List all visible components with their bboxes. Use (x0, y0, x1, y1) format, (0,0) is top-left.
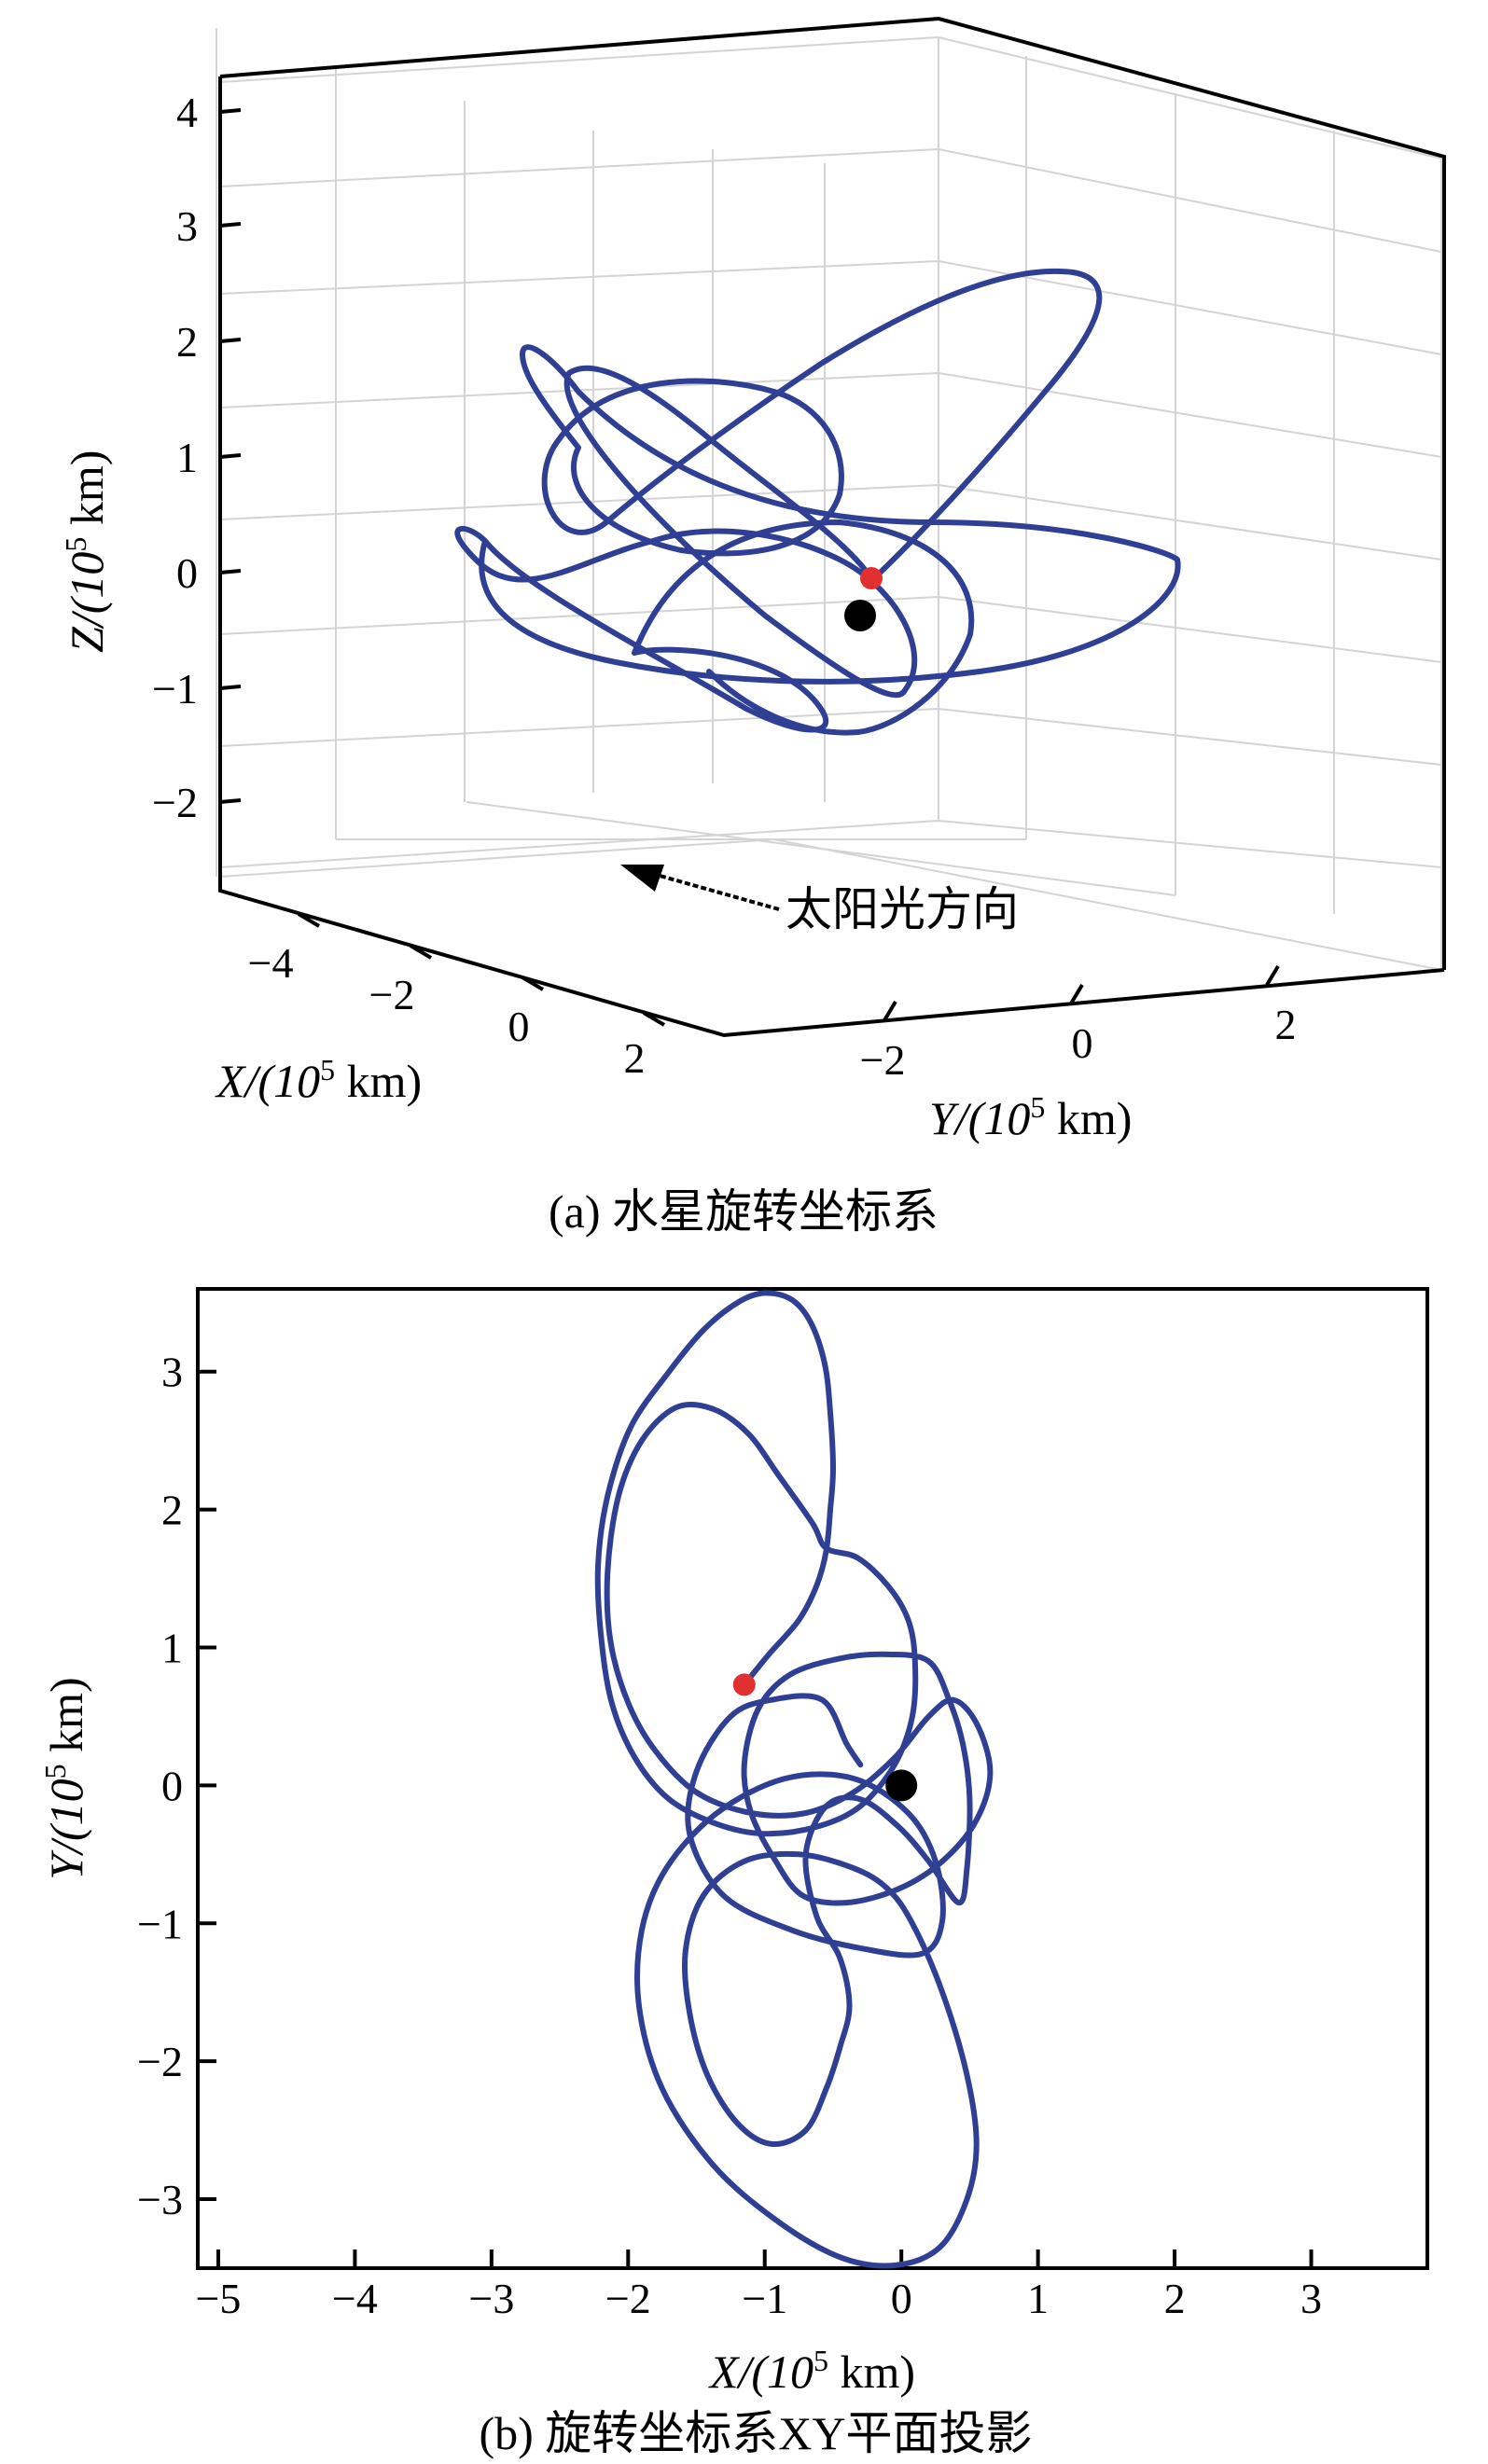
y-tick: −2 (860, 1036, 906, 1084)
x-tick: 2 (624, 1034, 646, 1082)
y-tick-label: −2 (137, 2038, 183, 2085)
panel-a-black-marker (844, 600, 876, 631)
panel-a-z-ticks: 4 3 2 1 0 −1 −2 (152, 89, 242, 826)
panel-a-orbit (454, 268, 1181, 736)
y-tick-label: −3 (137, 2176, 183, 2223)
y-tick: 0 (1072, 1019, 1093, 1067)
x-tick-label: 3 (1300, 2275, 1322, 2322)
panel-a-y-ticks: −2 0 2 (860, 964, 1297, 1084)
panel-b-red-marker (732, 1673, 756, 1696)
y-axis-label: Y/(105 km) (929, 1090, 1132, 1144)
y-tick-label: 2 (161, 1487, 183, 1534)
panel-a-grid (216, 28, 1442, 971)
z-axis-label: Z/(105 km) (59, 450, 113, 653)
y-tick: 2 (1275, 1001, 1297, 1048)
caption-b: (b) 旋转坐标系XY平面投影 (479, 2407, 1032, 2459)
panel-b-y-axis-label: Y/(105 km) (38, 1677, 92, 1879)
z-tick: 0 (176, 549, 198, 597)
x-tick-label: −5 (195, 2275, 241, 2322)
x-tick-label: 2 (1164, 2275, 1186, 2322)
caption-a: (a) 水星旋转坐标系 (549, 1185, 939, 1238)
x-tick-label: −1 (742, 2275, 787, 2322)
y-tick-label: −1 (137, 1900, 183, 1947)
y-tick-label: 0 (161, 1762, 183, 1809)
z-tick: −1 (152, 665, 198, 713)
z-tick: 2 (176, 318, 198, 366)
x-tick: 0 (508, 1003, 530, 1050)
z-tick: 4 (176, 89, 198, 136)
panel-b-xy: −5 −4 −3 −2 −1 0 1 2 3 3 2 1 0 −1 −2 −3 X/(105 km) Y/(… (38, 1287, 1429, 2459)
panel-a-red-marker (860, 567, 883, 589)
panel-a-3d: 4 3 2 1 0 −1 −2 −4 −2 0 2 −2 0 2 (59, 16, 1446, 1238)
x-tick-label: 1 (1027, 2275, 1049, 2322)
panel-b-orbit (594, 1290, 994, 2269)
panel-a-x-ticks: −4 −2 0 2 (248, 912, 666, 1082)
z-tick: −2 (152, 779, 198, 826)
x-tick: −2 (369, 971, 415, 1018)
y-tick-label: 3 (161, 1349, 183, 1396)
sunlight-annotation: 太阳光方向 (620, 865, 1019, 935)
z-tick: 1 (176, 434, 198, 481)
panel-a-box (218, 16, 1446, 1038)
x-axis-label: X/(105 km) (215, 1053, 422, 1107)
panel-b-x-axis-label: X/(105 km) (708, 2344, 915, 2398)
panel-b-black-marker (885, 1769, 918, 1802)
z-tick: 3 (176, 202, 198, 250)
x-tick: −4 (248, 939, 294, 987)
x-tick-label: −3 (468, 2275, 514, 2322)
sunlight-direction-label: 太阳光方向 (786, 883, 1019, 935)
panel-b-x-ticks: −5 −4 −3 −2 −1 0 1 2 3 (195, 2249, 1322, 2322)
y-tick-label: 1 (161, 1625, 183, 1672)
x-tick-label: −4 (332, 2275, 378, 2322)
x-tick-label: −2 (605, 2275, 651, 2322)
x-tick-label: 0 (891, 2275, 912, 2322)
panel-b-frame (196, 1287, 1429, 2270)
panel-b-y-ticks: 3 2 1 0 −1 −2 −3 (137, 1349, 216, 2223)
